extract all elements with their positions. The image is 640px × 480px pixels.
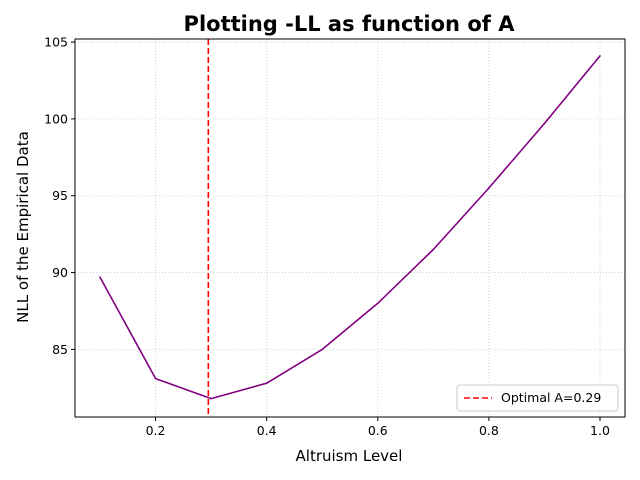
series-layer bbox=[99, 55, 601, 400]
nll-data-point bbox=[210, 397, 212, 400]
y-tick-label: 90 bbox=[52, 265, 68, 280]
x-tick-label: 0.2 bbox=[146, 423, 166, 438]
y-axis-label: NLL of the Empirical Data bbox=[14, 131, 32, 323]
nll-data-point bbox=[543, 122, 546, 125]
nll-data-point bbox=[432, 248, 435, 251]
nll-data-point bbox=[154, 377, 157, 380]
nll-series-line bbox=[99, 55, 601, 400]
y-axis-ticks: 85 90 95 100 105 bbox=[44, 35, 75, 357]
y-tick-label: 105 bbox=[44, 35, 68, 50]
x-tick-label: 0.4 bbox=[257, 423, 277, 438]
x-tick-label: 1.0 bbox=[590, 423, 610, 438]
y-tick-label: 95 bbox=[52, 188, 68, 203]
x-axis-ticks: 0.2 0.4 0.6 0.8 1.0 bbox=[146, 417, 610, 438]
nll-data-point bbox=[599, 55, 601, 57]
chart-title: Plotting -LL as function of A bbox=[184, 12, 516, 36]
x-tick-label: 0.8 bbox=[479, 423, 499, 438]
nll-data-point bbox=[488, 187, 490, 189]
legend: Optimal A=0.29 bbox=[456, 384, 619, 412]
y-tick-label: 85 bbox=[52, 342, 68, 357]
nll-data-point bbox=[99, 276, 101, 278]
legend-label-optimal: Optimal A=0.29 bbox=[501, 390, 601, 405]
nll-data-point bbox=[376, 302, 379, 305]
nll-data-point bbox=[265, 382, 268, 384]
x-axis-label: Altruism Level bbox=[296, 447, 403, 465]
grid bbox=[75, 39, 625, 417]
plot-area-frame bbox=[74, 38, 626, 418]
y-tick-label: 100 bbox=[44, 111, 68, 126]
legend-box bbox=[456, 384, 619, 412]
nll-data-point bbox=[321, 348, 324, 351]
x-tick-label: 0.6 bbox=[368, 423, 388, 438]
